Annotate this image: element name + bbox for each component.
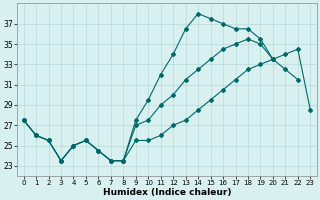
- X-axis label: Humidex (Indice chaleur): Humidex (Indice chaleur): [103, 188, 231, 197]
